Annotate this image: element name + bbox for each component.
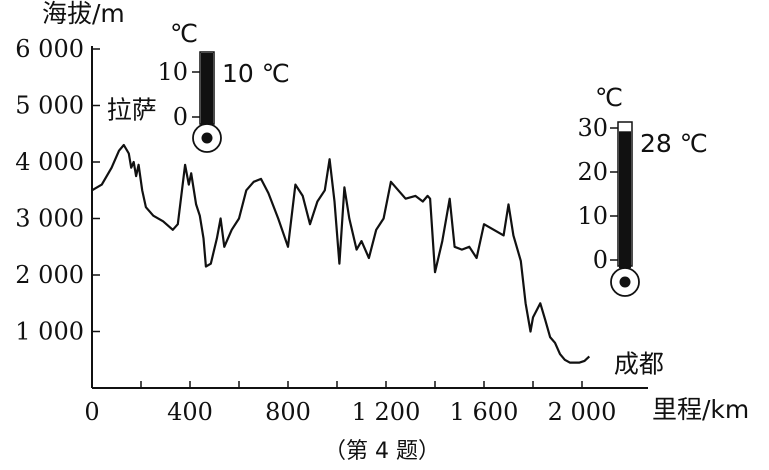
thermometer-chengdu-tick: 0 bbox=[593, 246, 608, 274]
thermometer-lhasa: ℃ 10 0 10 ℃ bbox=[157, 19, 290, 153]
annotation-chengdu: 成都 bbox=[614, 350, 664, 379]
thermometer-lhasa-tick: 0 bbox=[173, 103, 188, 131]
y-axis-ticks: 1 000 2 000 3 000 4 000 5 000 6 000 bbox=[15, 35, 100, 346]
y-tick-label: 3 000 bbox=[15, 205, 84, 233]
y-tick-label: 4 000 bbox=[15, 148, 84, 176]
thermometer-mercury bbox=[201, 53, 213, 127]
x-axis-label: 里程/km bbox=[652, 395, 749, 424]
thermometer-bulb-core bbox=[619, 276, 631, 288]
y-tick-label: 1 000 bbox=[15, 318, 84, 346]
y-tick-label: 5 000 bbox=[15, 92, 84, 120]
y-tick-label: 2 000 bbox=[15, 261, 84, 289]
x-tick-label: 2 000 bbox=[548, 398, 617, 426]
thermometer-chengdu-tick: 20 bbox=[577, 158, 608, 186]
x-tick-label: 1 600 bbox=[450, 398, 519, 426]
x-tick-label: 1 200 bbox=[352, 398, 421, 426]
annotation-lhasa: 拉萨 bbox=[107, 95, 157, 124]
thermometer-chengdu-tick: 10 bbox=[577, 202, 608, 230]
x-tick-label: 800 bbox=[265, 398, 311, 426]
y-axis-label: 海拔/m bbox=[42, 0, 125, 28]
x-tick-label: 0 bbox=[84, 398, 99, 426]
thermometer-lhasa-unit: ℃ bbox=[170, 19, 198, 48]
thermometer-chengdu: ℃ 30 20 10 0 28 ℃ bbox=[577, 83, 708, 297]
thermometer-lhasa-reading: 10 ℃ bbox=[222, 59, 290, 88]
thermometer-bulb-core bbox=[201, 132, 213, 144]
thermometer-mercury bbox=[619, 131, 631, 268]
figure-caption: （第 4 题） bbox=[324, 439, 440, 464]
y-tick-label: 6 000 bbox=[15, 35, 84, 63]
x-axis-ticks: 0 400 800 1 200 1 600 2 000 bbox=[84, 381, 616, 426]
thermometer-chengdu-unit: ℃ bbox=[595, 83, 623, 112]
thermometer-lhasa-tick: 10 bbox=[157, 58, 188, 86]
thermometer-chengdu-tick: 30 bbox=[577, 114, 608, 142]
x-tick-label: 400 bbox=[167, 398, 213, 426]
thermometer-chengdu-reading: 28 ℃ bbox=[640, 129, 708, 158]
elevation-line bbox=[91, 143, 591, 364]
